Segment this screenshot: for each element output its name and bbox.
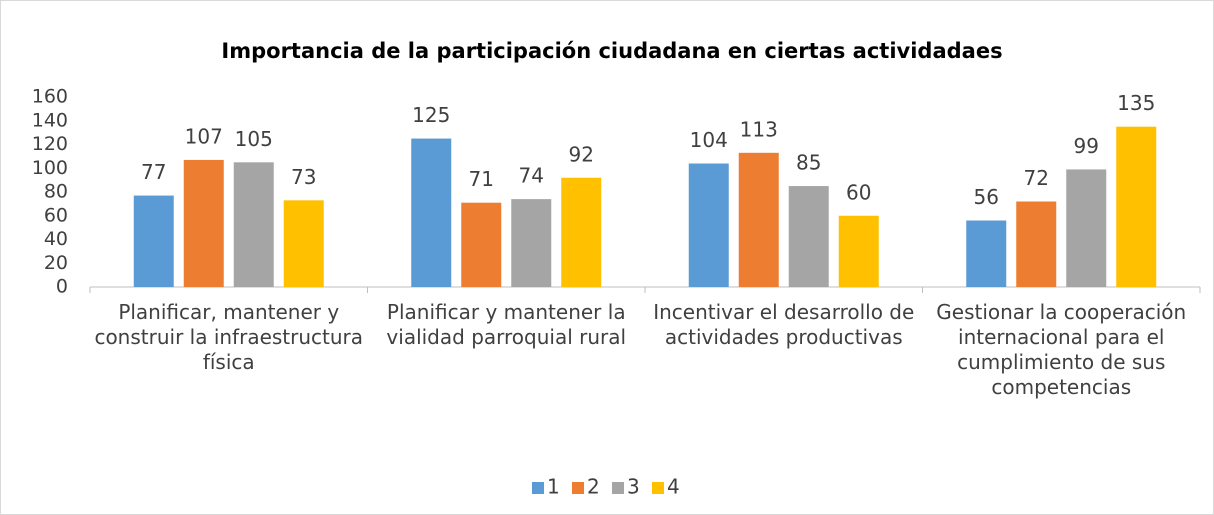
bar <box>133 195 174 287</box>
bar <box>183 159 224 287</box>
legend-label: 3 <box>627 475 640 499</box>
x-tick-label: Incentivar el desarrollo de actividades … <box>653 300 915 349</box>
y-tick-label: 20 <box>44 252 68 274</box>
data-label: 99 <box>1074 134 1099 158</box>
data-label: 71 <box>469 167 494 191</box>
legend-swatch <box>652 482 664 494</box>
bar <box>233 162 274 287</box>
legend-swatch <box>572 482 584 494</box>
data-label: 73 <box>291 165 316 189</box>
legend-label: 2 <box>587 475 600 499</box>
bar <box>1016 201 1057 287</box>
y-tick-label: 100 <box>32 157 68 179</box>
bar <box>1116 126 1157 287</box>
data-label: 77 <box>141 160 166 184</box>
bar <box>788 186 829 287</box>
x-tick-label: Gestionar la cooperación internacional p… <box>936 300 1187 399</box>
data-label: 104 <box>690 128 728 152</box>
data-label: 107 <box>185 124 223 148</box>
bar <box>461 202 502 287</box>
legend-swatch <box>612 482 624 494</box>
y-tick-label: 160 <box>32 86 68 108</box>
data-label: 105 <box>235 127 273 151</box>
bar <box>411 138 452 287</box>
y-tick-label: 140 <box>32 109 68 131</box>
bar <box>561 177 602 287</box>
data-label: 60 <box>846 180 871 204</box>
bar <box>838 215 879 287</box>
y-tick-label: 40 <box>44 228 68 250</box>
chart-title: Importancia de la participación ciudadan… <box>221 39 1002 63</box>
legend-label: 1 <box>547 475 560 499</box>
data-label: 72 <box>1024 166 1049 190</box>
y-tick-label: 0 <box>56 276 68 298</box>
data-label: 113 <box>740 117 778 141</box>
data-label: 56 <box>974 185 999 209</box>
data-label: 74 <box>519 164 544 188</box>
bar <box>966 220 1007 287</box>
data-label: 135 <box>1117 91 1155 115</box>
bar <box>738 152 779 287</box>
bar <box>688 163 729 287</box>
bar <box>1066 169 1107 287</box>
bar <box>283 200 324 287</box>
data-label: 85 <box>796 151 821 175</box>
y-tick-label: 60 <box>44 204 68 226</box>
data-label: 92 <box>569 142 594 166</box>
y-tick-label: 80 <box>44 181 68 203</box>
legend-swatch <box>532 482 544 494</box>
bar <box>511 199 552 287</box>
x-tick-label: Planificar y mantener la vialidad parroq… <box>386 300 627 349</box>
legend-label: 4 <box>667 475 680 499</box>
y-tick-label: 120 <box>32 133 68 155</box>
data-label: 125 <box>412 103 450 127</box>
x-tick-label: Planificar, mantener y construir la infr… <box>94 300 364 374</box>
